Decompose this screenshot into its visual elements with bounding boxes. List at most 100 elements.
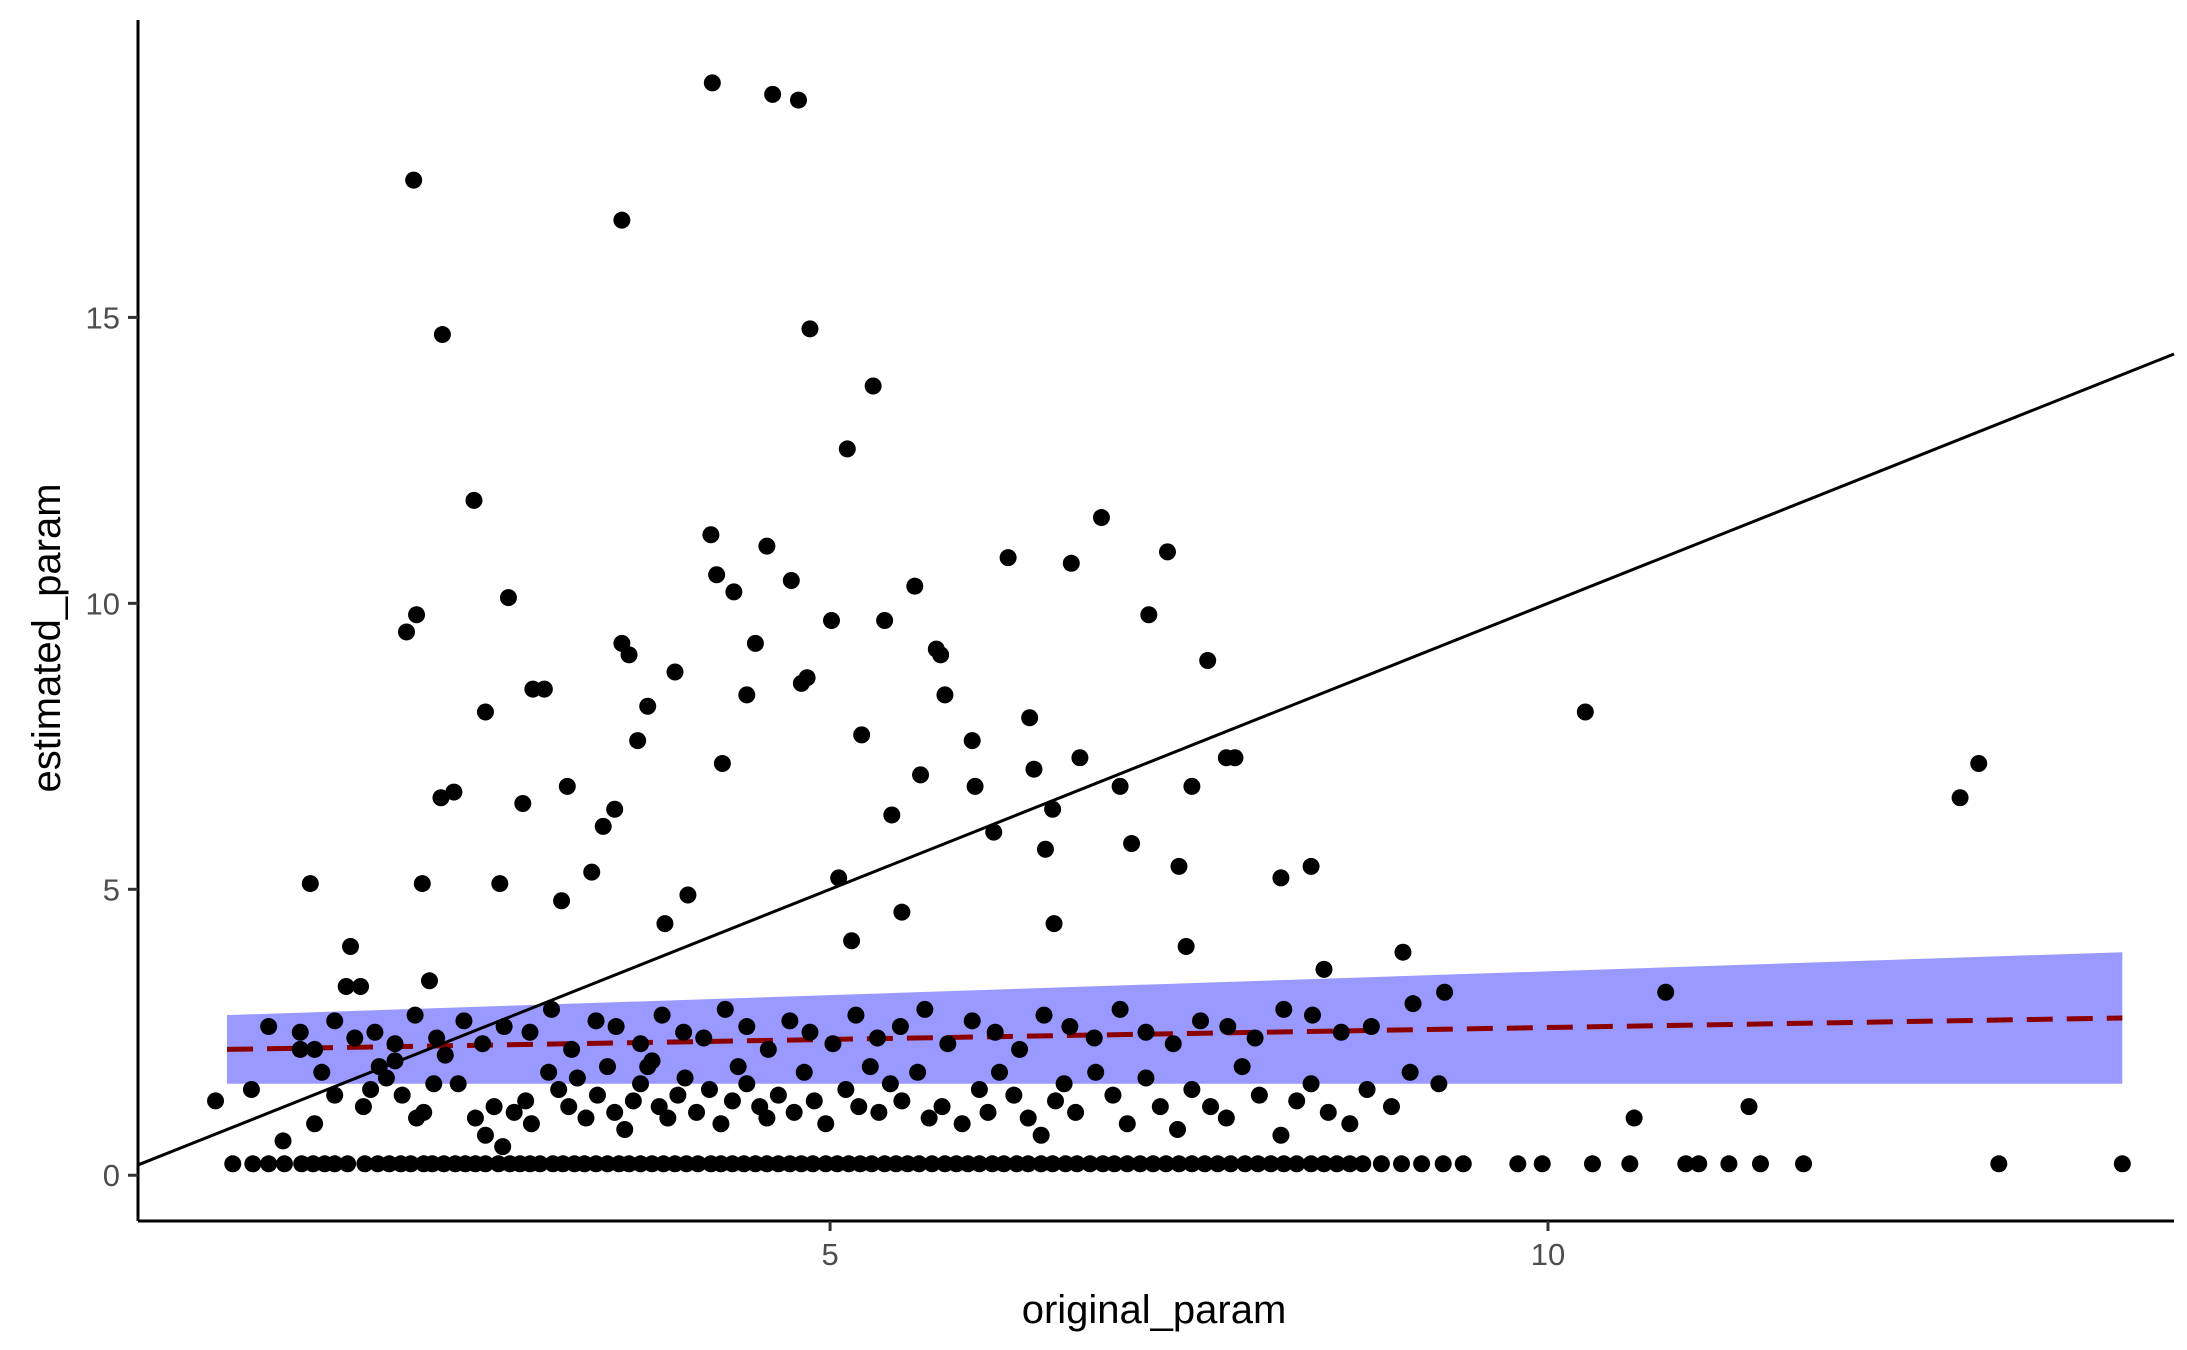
data-point bbox=[326, 1155, 344, 1173]
data-point bbox=[342, 937, 360, 955]
data-point bbox=[1137, 1069, 1155, 1087]
data-point bbox=[306, 1115, 324, 1133]
data-point bbox=[1025, 760, 1043, 778]
data-point bbox=[2113, 1155, 2131, 1173]
data-point bbox=[577, 1109, 595, 1127]
data-point bbox=[837, 1080, 855, 1098]
data-point bbox=[495, 1018, 513, 1036]
data-point bbox=[1044, 1155, 1062, 1173]
data-point bbox=[1005, 1086, 1023, 1104]
data-point bbox=[795, 1063, 813, 1081]
data-point bbox=[244, 1155, 262, 1173]
data-point bbox=[893, 1092, 911, 1110]
data-point bbox=[616, 1120, 634, 1138]
data-point bbox=[1104, 1086, 1122, 1104]
data-point bbox=[1288, 1092, 1306, 1110]
data-point bbox=[1019, 1155, 1037, 1173]
data-point bbox=[861, 1058, 879, 1076]
data-point bbox=[738, 686, 756, 704]
data-point bbox=[801, 1023, 819, 1041]
data-point bbox=[366, 1023, 384, 1041]
data-point bbox=[587, 1012, 605, 1030]
data-point bbox=[1170, 857, 1188, 875]
data-point bbox=[876, 612, 894, 629]
data-point bbox=[939, 1035, 957, 1053]
data-point bbox=[805, 1092, 823, 1110]
data-point bbox=[1217, 1109, 1235, 1127]
data-point bbox=[643, 1052, 661, 1070]
data-point bbox=[723, 1092, 741, 1110]
data-point bbox=[912, 766, 930, 784]
data-point bbox=[1393, 1155, 1411, 1173]
data-point bbox=[759, 1040, 777, 1058]
data-point bbox=[274, 1132, 292, 1150]
data-point bbox=[1169, 1120, 1187, 1138]
y-axis-title: estimated_param bbox=[25, 483, 69, 792]
data-point bbox=[1436, 983, 1454, 1001]
data-point bbox=[1192, 1012, 1210, 1030]
data-point bbox=[339, 1155, 357, 1173]
data-point bbox=[1087, 1063, 1105, 1081]
data-point bbox=[1328, 1155, 1346, 1173]
trend-line-layer bbox=[226, 1015, 2123, 1052]
data-point bbox=[1341, 1115, 1359, 1133]
data-point bbox=[1690, 1155, 1708, 1173]
data-point bbox=[1131, 1155, 1149, 1173]
data-point bbox=[738, 1075, 756, 1093]
data-point bbox=[789, 91, 807, 109]
data-point bbox=[675, 1023, 693, 1041]
data-point bbox=[868, 1029, 886, 1047]
y-tick-label: 15 bbox=[86, 300, 120, 335]
data-point bbox=[712, 1115, 730, 1133]
data-point bbox=[1085, 1029, 1103, 1047]
x-axis-title: original_param bbox=[1022, 1288, 1287, 1332]
data-point bbox=[1032, 1126, 1050, 1144]
data-point bbox=[1246, 1029, 1264, 1047]
data-point bbox=[688, 1103, 706, 1121]
data-point bbox=[301, 875, 319, 893]
data-point bbox=[995, 1155, 1013, 1173]
data-point bbox=[1236, 1155, 1254, 1173]
data-point bbox=[207, 1092, 225, 1110]
data-point bbox=[881, 1075, 899, 1093]
data-point bbox=[883, 806, 901, 824]
data-point bbox=[1067, 1103, 1085, 1121]
data-point bbox=[979, 1103, 997, 1121]
data-point bbox=[985, 823, 1003, 841]
data-point bbox=[1583, 1155, 1601, 1173]
data-point bbox=[224, 1155, 242, 1173]
data-point bbox=[1677, 1155, 1695, 1173]
data-point bbox=[568, 1069, 586, 1087]
trend-line bbox=[226, 1015, 2123, 1052]
data-point bbox=[725, 583, 743, 601]
data-point bbox=[346, 1029, 364, 1047]
data-point bbox=[769, 1086, 787, 1104]
data-point bbox=[953, 1115, 971, 1133]
data-point bbox=[291, 1023, 309, 1041]
data-point bbox=[420, 972, 438, 990]
data-point bbox=[656, 915, 674, 933]
data-point bbox=[700, 1080, 718, 1098]
data-point bbox=[1164, 1035, 1182, 1053]
data-point bbox=[1951, 789, 1969, 807]
data-point bbox=[1118, 1115, 1136, 1133]
data-point bbox=[1105, 1155, 1123, 1173]
data-point bbox=[275, 1155, 293, 1173]
data-point bbox=[531, 1155, 549, 1173]
data-point bbox=[560, 1098, 578, 1116]
data-point bbox=[474, 1035, 492, 1053]
data-point bbox=[970, 1155, 988, 1173]
data-point bbox=[1202, 1098, 1220, 1116]
data-point bbox=[986, 1023, 1004, 1041]
data-point bbox=[990, 1063, 1008, 1081]
confidence-band bbox=[227, 952, 2123, 1084]
data-point bbox=[910, 1155, 928, 1173]
data-point bbox=[606, 1103, 624, 1121]
data-point bbox=[966, 777, 984, 795]
data-point bbox=[758, 537, 776, 555]
data-point bbox=[801, 320, 819, 338]
data-point bbox=[716, 1000, 734, 1018]
data-point bbox=[1413, 1155, 1431, 1173]
data-point bbox=[1382, 1098, 1400, 1116]
x-tick-label: 5 bbox=[821, 1237, 838, 1272]
